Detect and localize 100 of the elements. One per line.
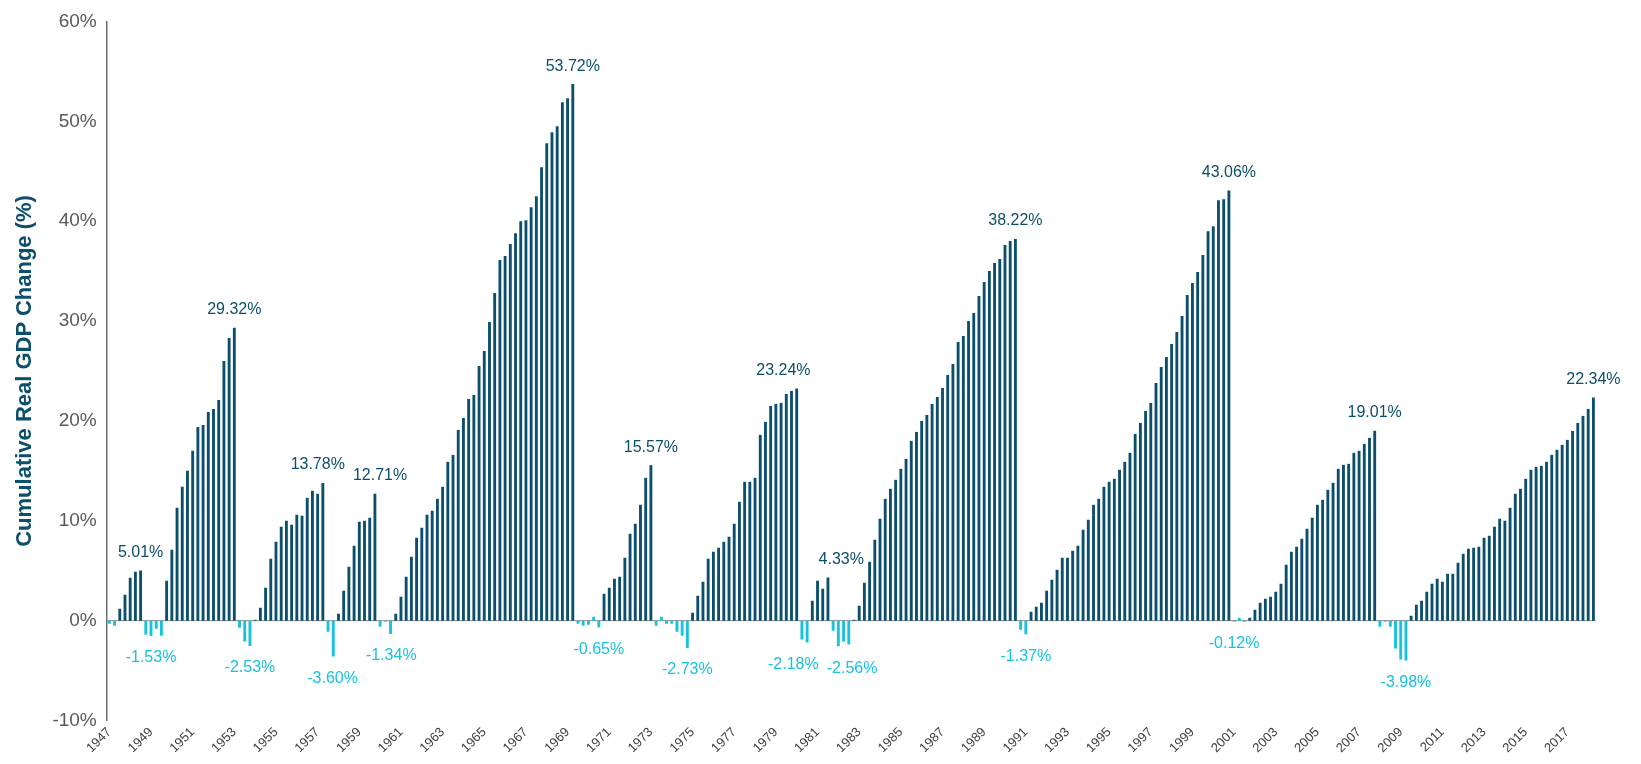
bar: [784, 393, 788, 621]
bar: [982, 282, 986, 621]
bar: [737, 501, 741, 621]
bar: [128, 577, 132, 621]
bar: [628, 533, 632, 621]
bar: [1368, 437, 1371, 621]
bar: [1258, 602, 1262, 621]
bar: [1461, 553, 1465, 621]
bar: [1045, 590, 1049, 621]
bar: [920, 420, 924, 621]
bar: [1237, 617, 1241, 621]
bar: [1487, 535, 1491, 621]
bar: [519, 221, 523, 621]
bar: [1565, 439, 1569, 621]
y-tick-label: -10%: [52, 708, 97, 730]
bar: [180, 486, 184, 621]
bar: [1170, 343, 1174, 621]
bar: [133, 571, 137, 621]
bar: [1274, 591, 1278, 621]
bar: [1446, 573, 1450, 621]
bar: [1435, 578, 1439, 621]
bar: [993, 263, 997, 621]
bar: [758, 434, 762, 621]
bar: [1347, 463, 1351, 621]
bar: [196, 426, 200, 621]
bar: [186, 470, 189, 621]
bar: [925, 414, 929, 621]
bar: [1092, 504, 1095, 621]
data-label: -1.53%: [125, 648, 177, 666]
bar: [1534, 466, 1538, 621]
bar: [1112, 478, 1116, 621]
bar: [1144, 410, 1148, 621]
bar: [1175, 332, 1179, 621]
bar: [1013, 238, 1017, 621]
bar: [1071, 550, 1075, 621]
bar: [337, 613, 340, 621]
bar: [941, 387, 944, 621]
bar: [930, 403, 934, 621]
bar: [987, 271, 991, 621]
bar: [1201, 255, 1205, 621]
bar: [1164, 356, 1168, 621]
bar: [862, 582, 866, 621]
bar: [1196, 272, 1200, 621]
bar: [1498, 518, 1502, 621]
bar: [1362, 443, 1366, 621]
bar: [967, 321, 970, 621]
bar: [581, 620, 585, 626]
bar: [1529, 469, 1533, 621]
bar: [732, 523, 736, 621]
bar: [613, 578, 616, 621]
bar: [1550, 454, 1554, 621]
bar: [1357, 450, 1361, 621]
bar: [378, 620, 382, 627]
bar: [170, 549, 174, 621]
bar: [227, 338, 231, 621]
bar: [1300, 538, 1304, 621]
bar: [472, 394, 476, 621]
data-label: 43.06%: [1201, 162, 1257, 180]
bar: [790, 390, 793, 621]
bar: [1576, 422, 1580, 621]
bar: [165, 580, 169, 621]
bar: [883, 498, 887, 621]
bar: [607, 587, 611, 621]
bar: [696, 595, 700, 621]
bar: [311, 490, 314, 621]
bar: [961, 336, 965, 621]
bar: [1315, 504, 1319, 621]
bar: [1248, 617, 1252, 621]
data-label: -0.12%: [1208, 634, 1260, 652]
bar: [670, 620, 674, 624]
data-label: -0.65%: [573, 639, 625, 657]
bar: [821, 588, 825, 621]
bar: [404, 576, 408, 621]
bar: [342, 590, 346, 621]
bar: [1539, 465, 1543, 621]
bar: [946, 374, 950, 621]
data-label: 12.71%: [352, 466, 408, 484]
bar: [847, 620, 851, 645]
bar: [722, 541, 726, 621]
y-tick-label: 50%: [58, 109, 97, 131]
bar: [118, 608, 122, 621]
bar: [873, 539, 877, 621]
bar: [685, 620, 689, 648]
bar: [160, 620, 163, 636]
data-label: -3.98%: [1380, 672, 1432, 690]
bar: [1050, 579, 1054, 621]
bar: [1440, 581, 1444, 621]
bar: [659, 616, 663, 621]
bar: [1211, 226, 1215, 621]
bar: [1024, 620, 1028, 635]
bar: [284, 520, 288, 621]
data-label: -1.34%: [365, 646, 417, 664]
bar: [972, 313, 976, 621]
bar: [415, 537, 419, 621]
bar: [1571, 430, 1574, 621]
bar: [836, 620, 840, 647]
bar: [1284, 564, 1288, 621]
bar: [144, 620, 148, 635]
bar: [748, 481, 752, 621]
bar: [560, 102, 564, 621]
